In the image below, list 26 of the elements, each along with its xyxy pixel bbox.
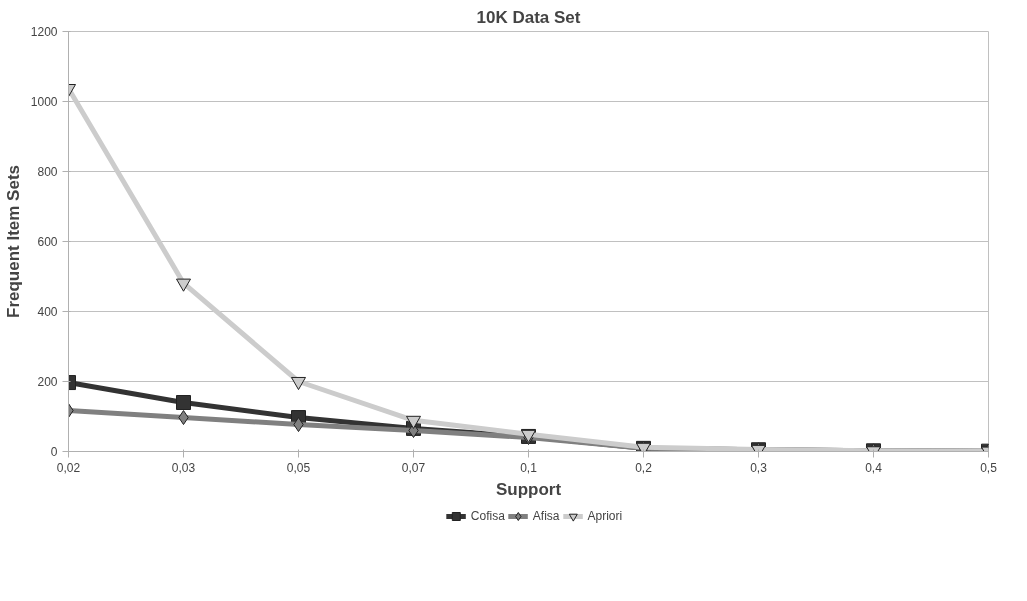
y-tick-label: 800 [37,165,58,179]
point [406,415,421,429]
legend-label: Cofisa [470,509,505,523]
x-tick-label: 0,05 [286,460,311,475]
x-tick-label: 0,2 [635,460,653,475]
legend-label: Afisa [532,509,560,523]
y-tick-label: 0 [50,445,58,459]
y-tick-label: 1200 [30,25,58,39]
chart-title: 10K Data Set [476,7,581,27]
x-tick-label: 0,1 [520,460,538,475]
legend-label: Apriori [587,509,623,523]
y-tick-label: 1000 [30,95,58,109]
y-tick-label: 600 [37,235,58,249]
point [176,278,191,292]
x-tick-label: 0,5 [980,460,998,475]
y-tick-label: 400 [37,305,58,319]
x-tick-label: 0,3 [750,460,768,475]
point [291,376,306,391]
x-axis-title: Support [495,479,562,499]
x-tick-label: 0,4 [865,460,883,475]
y-tick-label: 200 [37,375,58,389]
x-tick-label: 0,07 [401,460,426,475]
point [176,395,191,410]
x-tick-label: 0,02 [56,460,81,475]
y-axis-title: Frequent Item Sets [3,164,23,319]
x-tick-label: 0,03 [171,460,196,475]
